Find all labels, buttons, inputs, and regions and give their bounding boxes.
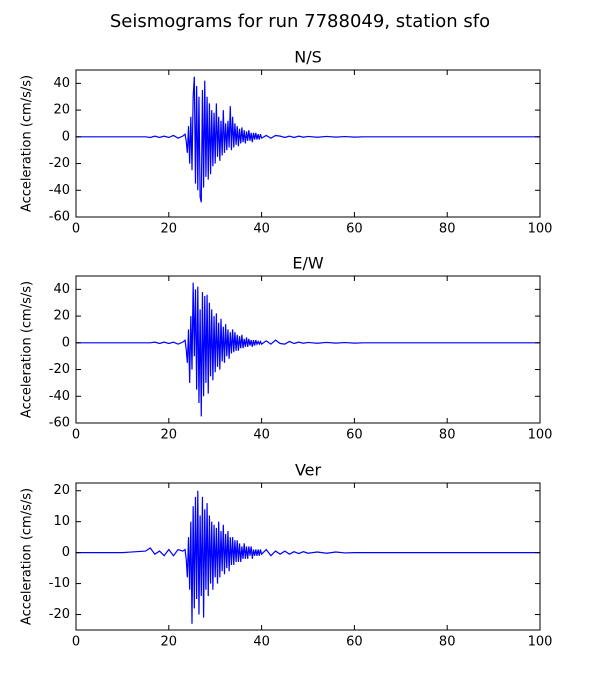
y-tick-label: 0: [62, 335, 70, 350]
x-tick-label: 80: [439, 428, 456, 443]
y-tick-label: 10: [53, 514, 70, 529]
figure-title: Seismograms for run 7788049, station sfo: [110, 11, 490, 32]
axes-frame: [75, 69, 541, 218]
y-tick-label: 20: [53, 309, 70, 324]
y-tick-label: -40: [49, 389, 70, 404]
x-tick-label: 100: [528, 428, 553, 443]
x-tick-label: 60: [346, 222, 363, 237]
x-tick-label: 20: [161, 635, 178, 650]
x-tick-label: 80: [439, 222, 456, 237]
seismogram-line: [76, 282, 540, 417]
y-axis-label: Acceleration (cm/s/s): [20, 75, 35, 212]
y-tick-label: 0: [62, 129, 70, 144]
x-tick-label: 20: [161, 222, 178, 237]
x-tick-label: 60: [346, 635, 363, 650]
y-tick-label: -60: [49, 416, 70, 431]
y-tick-label: 40: [53, 76, 70, 91]
x-tick-label: 0: [72, 635, 80, 650]
x-tick-label: 40: [253, 428, 270, 443]
x-tick-label: 0: [72, 428, 80, 443]
y-tick-label: 20: [53, 103, 70, 118]
x-tick-label: 80: [439, 635, 456, 650]
x-tick-label: 100: [528, 222, 553, 237]
y-tick-label: -20: [49, 362, 70, 377]
x-tick-label: 40: [253, 635, 270, 650]
axes-frame: [75, 482, 541, 631]
subplot-title: E/W: [292, 254, 324, 273]
axes-frame: [75, 275, 541, 424]
subplot-title: Ver: [295, 461, 322, 480]
y-tick-label: -40: [49, 183, 70, 198]
y-tick-label: 40: [53, 282, 70, 297]
x-tick-label: 60: [346, 428, 363, 443]
y-tick-label: -20: [49, 156, 70, 171]
y-tick-label: 20: [53, 483, 70, 498]
y-axis-label: Acceleration (cm/s/s): [20, 488, 35, 625]
x-tick-label: 40: [253, 222, 270, 237]
seismogram-line: [76, 490, 540, 624]
y-tick-label: 0: [62, 545, 70, 560]
y-tick-label: -20: [49, 607, 70, 622]
y-axis-label: Acceleration (cm/s/s): [20, 281, 35, 418]
x-tick-label: 100: [528, 635, 553, 650]
x-tick-label: 20: [161, 428, 178, 443]
seismogram-line: [76, 76, 540, 203]
y-tick-label: -60: [49, 210, 70, 225]
y-tick-label: -10: [49, 576, 70, 591]
x-tick-label: 0: [72, 222, 80, 237]
subplot-title: N/S: [294, 48, 322, 67]
